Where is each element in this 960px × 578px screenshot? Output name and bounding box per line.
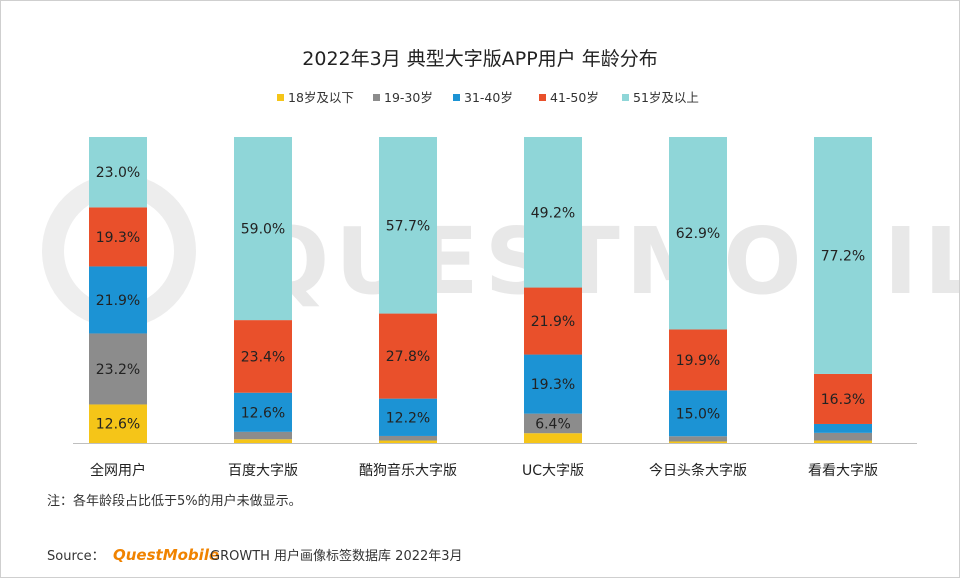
bar-segment-2-4 bbox=[669, 390, 727, 437]
bar-segment-2-1 bbox=[234, 392, 292, 432]
bar-segment-0-3 bbox=[524, 433, 582, 443]
data-label-0-0: 12.6% bbox=[96, 417, 140, 433]
data-label-4-0: 23.0% bbox=[96, 165, 140, 181]
bar-segment-0-2 bbox=[379, 440, 437, 443]
data-label-2-3: 19.3% bbox=[531, 377, 575, 393]
bar-segment-3-0 bbox=[89, 207, 147, 267]
data-labels: 12.6% 23.2% 21.9% 19.3% 23.0% 12.6% 23.4% 59.0%… bbox=[96, 165, 865, 433]
bar-segment-2-0 bbox=[89, 266, 147, 334]
data-label-3-2: 27.8% bbox=[386, 349, 430, 365]
bar-segment-4-2 bbox=[379, 137, 437, 314]
bar-segment-0-0 bbox=[89, 404, 147, 443]
bar-segment-0-4 bbox=[669, 441, 727, 443]
bar-segment-2-3 bbox=[524, 354, 582, 414]
data-label-4-4: 62.9% bbox=[676, 226, 720, 242]
footnote: 注：各年龄段占比低于5%的用户未做显示。 bbox=[47, 493, 302, 509]
bar-segment-1-3 bbox=[524, 413, 582, 434]
legend-swatch-3 bbox=[539, 94, 546, 101]
bar-segment-4-4 bbox=[669, 137, 727, 330]
data-label-2-2: 12.2% bbox=[386, 410, 430, 426]
category-label-5: 看看大字版 bbox=[808, 463, 878, 479]
data-label-3-5: 16.3% bbox=[821, 392, 865, 408]
legend-label-3: 41-50岁 bbox=[550, 90, 599, 105]
category-label-3: UC大字版 bbox=[522, 463, 584, 479]
legend-swatch-2 bbox=[453, 94, 460, 101]
legend-swatch-4 bbox=[622, 94, 629, 101]
data-label-3-4: 19.9% bbox=[676, 353, 720, 369]
bar-segment-0-1 bbox=[234, 439, 292, 443]
legend-swatch-0 bbox=[277, 94, 284, 101]
bar-segment-3-3 bbox=[524, 287, 582, 355]
bar-segment-3-1 bbox=[234, 320, 292, 393]
source-brand: QuestMobile bbox=[113, 546, 219, 564]
bar-segment-4-0 bbox=[89, 137, 147, 208]
bar-segment-1-4 bbox=[669, 436, 727, 442]
bar-segment-3-2 bbox=[379, 313, 437, 399]
data-label-4-2: 57.7% bbox=[386, 218, 430, 234]
bar-segment-4-3 bbox=[524, 137, 582, 288]
chart-title: 2022年3月 典型大字版APP用户 年龄分布 bbox=[302, 48, 657, 70]
bar-segment-3-4 bbox=[669, 329, 727, 391]
category-label-1: 百度大字版 bbox=[228, 463, 298, 479]
legend-label-0: 18岁及以下 bbox=[288, 90, 354, 105]
data-label-2-1: 12.6% bbox=[241, 405, 285, 421]
data-label-1-0: 23.2% bbox=[96, 362, 140, 378]
data-label-3-3: 21.9% bbox=[531, 314, 575, 330]
bar-segment-1-1 bbox=[234, 431, 292, 440]
source-line: Source： QuestMobile GROWTH 用户画像标签数据库 202… bbox=[47, 546, 463, 564]
data-label-4-3: 49.2% bbox=[531, 205, 575, 221]
data-label-4-1: 59.0% bbox=[241, 222, 285, 238]
category-label-4: 今日头条大字版 bbox=[649, 462, 747, 479]
legend-label-2: 31-40岁 bbox=[464, 90, 513, 105]
category-label-0: 全网用户 bbox=[90, 462, 146, 479]
data-label-4-5: 77.2% bbox=[821, 248, 865, 264]
data-label-3-0: 19.3% bbox=[96, 230, 140, 246]
bar-segment-4-1 bbox=[234, 137, 292, 321]
bar-segment-4-5 bbox=[814, 137, 872, 374]
data-label-2-4: 15.0% bbox=[676, 406, 720, 422]
legend-label-1: 19-30岁 bbox=[384, 90, 433, 105]
legend-label-4: 51岁及以上 bbox=[633, 90, 699, 105]
bar-segment-2-2 bbox=[379, 398, 437, 436]
bar-segment-0-5 bbox=[814, 440, 872, 443]
category-label-2: 酷狗音乐大字版 bbox=[359, 462, 457, 479]
bar-segment-2-5 bbox=[814, 423, 872, 433]
legend: 18岁及以下 19-30岁 31-40岁 41-50岁 51岁及以上 bbox=[277, 90, 699, 105]
category-labels: 全网用户 百度大字版 酷狗音乐大字版 UC大字版 今日头条大字版 看看大字版 bbox=[90, 462, 878, 479]
bar-segment-1-5 bbox=[814, 432, 872, 441]
bars bbox=[89, 137, 872, 443]
bar-segment-1-0 bbox=[89, 333, 147, 405]
bar-segment-1-2 bbox=[379, 435, 437, 441]
bar-segment-3-5 bbox=[814, 373, 872, 424]
source-prefix: Source： bbox=[47, 549, 105, 564]
data-label-3-1: 23.4% bbox=[241, 349, 285, 365]
legend-swatch-1 bbox=[373, 94, 380, 101]
data-label-2-0: 21.9% bbox=[96, 293, 140, 309]
data-label-1-3: 6.4% bbox=[535, 416, 571, 432]
source-text: GROWTH 用户画像标签数据库 2022年3月 bbox=[210, 548, 463, 564]
